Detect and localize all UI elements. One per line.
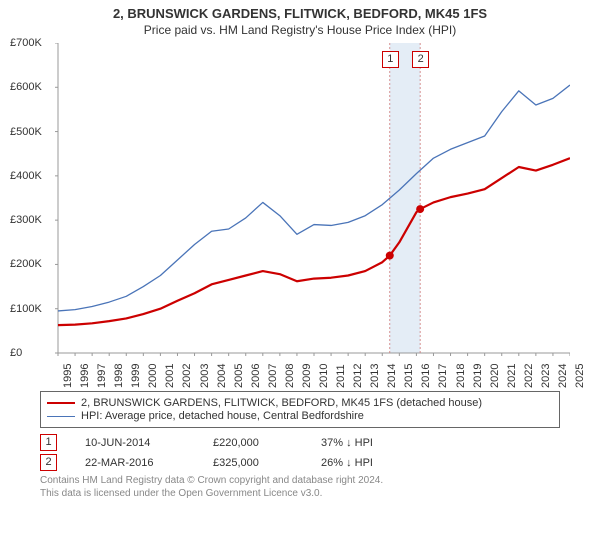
x-tick-label: 1999 bbox=[130, 364, 142, 388]
legend-swatch bbox=[47, 402, 75, 404]
y-tick-label: £100K bbox=[10, 303, 60, 315]
y-tick-label: £0 bbox=[10, 347, 60, 359]
footer: Contains HM Land Registry data © Crown c… bbox=[40, 475, 560, 500]
y-tick-label: £300K bbox=[10, 214, 60, 226]
legend-swatch bbox=[47, 416, 75, 417]
x-tick-label: 2005 bbox=[233, 364, 245, 388]
x-tick-label: 1995 bbox=[62, 364, 74, 388]
title-line-1: 2, BRUNSWICK GARDENS, FLITWICK, BEDFORD,… bbox=[10, 6, 590, 21]
x-tick-label: 2017 bbox=[437, 364, 449, 388]
x-tick-label: 2015 bbox=[403, 364, 415, 388]
x-tick-label: 2000 bbox=[147, 364, 159, 388]
x-tick-label: 2019 bbox=[472, 364, 484, 388]
chart-container: 2, BRUNSWICK GARDENS, FLITWICK, BEDFORD,… bbox=[0, 0, 600, 560]
x-tick-label: 2020 bbox=[489, 364, 501, 388]
legend-label: HPI: Average price, detached house, Cent… bbox=[81, 410, 364, 422]
sale-row: 1 10-JUN-2014 £220,000 37% ↓ HPI bbox=[40, 434, 560, 451]
x-tick-label: 2004 bbox=[216, 364, 228, 388]
sale-marker: 1 bbox=[40, 434, 57, 451]
footer-line-2: This data is licensed under the Open Gov… bbox=[40, 488, 560, 501]
chart-svg bbox=[10, 43, 570, 383]
sale-date: 22-MAR-2016 bbox=[85, 457, 185, 469]
x-tick-label: 2001 bbox=[164, 364, 176, 388]
x-tick-label: 2021 bbox=[506, 364, 518, 388]
title-line-2: Price paid vs. HM Land Registry's House … bbox=[10, 23, 590, 37]
x-tick-label: 2003 bbox=[199, 364, 211, 388]
legend-label: 2, BRUNSWICK GARDENS, FLITWICK, BEDFORD,… bbox=[81, 397, 482, 409]
sale-pct: 37% ↓ HPI bbox=[321, 437, 401, 449]
sales-table: 1 10-JUN-2014 £220,000 37% ↓ HPI 2 22-MAR-201… bbox=[40, 434, 560, 471]
sale-date: 10-JUN-2014 bbox=[85, 437, 185, 449]
title-block: 2, BRUNSWICK GARDENS, FLITWICK, BEDFORD,… bbox=[10, 6, 590, 37]
x-tick-label: 2006 bbox=[250, 364, 262, 388]
x-tick-label: 2013 bbox=[369, 364, 381, 388]
legend-row: 2, BRUNSWICK GARDENS, FLITWICK, BEDFORD,… bbox=[47, 397, 553, 409]
x-tick-label: 2016 bbox=[420, 364, 432, 388]
legend: 2, BRUNSWICK GARDENS, FLITWICK, BEDFORD,… bbox=[40, 391, 560, 428]
sale-marker: 2 bbox=[40, 454, 57, 471]
sale-price: £220,000 bbox=[213, 437, 293, 449]
x-tick-label: 2024 bbox=[557, 364, 569, 388]
y-tick-label: £500K bbox=[10, 126, 60, 138]
chart-area: £0£100K£200K£300K£400K£500K£600K£700K199… bbox=[10, 43, 570, 383]
y-tick-label: £200K bbox=[10, 258, 60, 270]
x-tick-label: 2007 bbox=[267, 364, 279, 388]
y-tick-label: £600K bbox=[10, 81, 60, 93]
x-tick-label: 2010 bbox=[318, 364, 330, 388]
x-tick-label: 2023 bbox=[540, 364, 552, 388]
x-tick-label: 1997 bbox=[96, 364, 108, 388]
x-tick-label: 2018 bbox=[455, 364, 467, 388]
legend-row: HPI: Average price, detached house, Cent… bbox=[47, 410, 553, 422]
sale-pct: 26% ↓ HPI bbox=[321, 457, 401, 469]
x-tick-label: 1998 bbox=[113, 364, 125, 388]
x-tick-label: 2009 bbox=[301, 364, 313, 388]
x-tick-label: 2011 bbox=[335, 364, 347, 388]
y-tick-label: £700K bbox=[10, 37, 60, 49]
sale-row: 2 22-MAR-2016 £325,000 26% ↓ HPI bbox=[40, 454, 560, 471]
sale-marker-box: 2 bbox=[412, 51, 429, 68]
x-tick-label: 2012 bbox=[352, 364, 364, 388]
x-tick-label: 2008 bbox=[284, 364, 296, 388]
sale-price: £325,000 bbox=[213, 457, 293, 469]
footer-line-1: Contains HM Land Registry data © Crown c… bbox=[40, 475, 560, 488]
x-tick-label: 1996 bbox=[79, 364, 91, 388]
x-tick-label: 2014 bbox=[386, 364, 398, 388]
x-tick-label: 2002 bbox=[181, 364, 193, 388]
y-tick-label: £400K bbox=[10, 170, 60, 182]
x-tick-label: 2025 bbox=[574, 364, 586, 388]
sale-marker-box: 1 bbox=[382, 51, 399, 68]
x-tick-label: 2022 bbox=[523, 364, 535, 388]
